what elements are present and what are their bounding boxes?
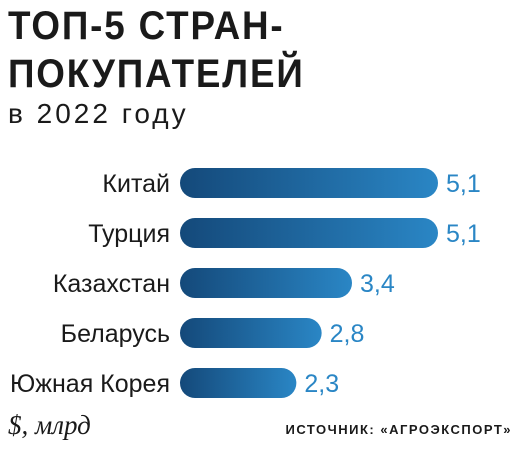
chart-title-line-2: ПОКУПАТЕЛЕЙ xyxy=(8,52,305,96)
bar-4 xyxy=(180,368,297,398)
bar-1 xyxy=(180,218,438,248)
category-label-3: Беларусь xyxy=(61,320,170,348)
category-label-2: Казахстан xyxy=(53,270,170,298)
chart-subtitle: в 2022 году xyxy=(8,98,189,129)
bar-0 xyxy=(180,168,438,198)
source-label: ИСТОЧНИК: «АГРОЭКСПОРТ» xyxy=(285,422,512,437)
category-label-4: Южная Корея xyxy=(10,370,170,398)
chart-title: ТОП-5 СТРАН- ПОКУПАТЕЛЕЙ xyxy=(8,2,305,98)
category-label-1: Турция xyxy=(88,220,170,248)
bar-2 xyxy=(180,268,352,298)
chart-title-line-1: ТОП-5 СТРАН- xyxy=(8,4,285,48)
value-label-3: 2,8 xyxy=(330,320,365,348)
value-label-4: 2,3 xyxy=(304,370,339,398)
value-label-0: 5,1 xyxy=(446,170,481,198)
category-label-0: Китай xyxy=(102,170,170,198)
unit-label: $, млрд xyxy=(8,410,91,440)
value-label-2: 3,4 xyxy=(360,270,395,298)
bar-3 xyxy=(180,318,322,348)
value-label-1: 5,1 xyxy=(446,220,481,248)
